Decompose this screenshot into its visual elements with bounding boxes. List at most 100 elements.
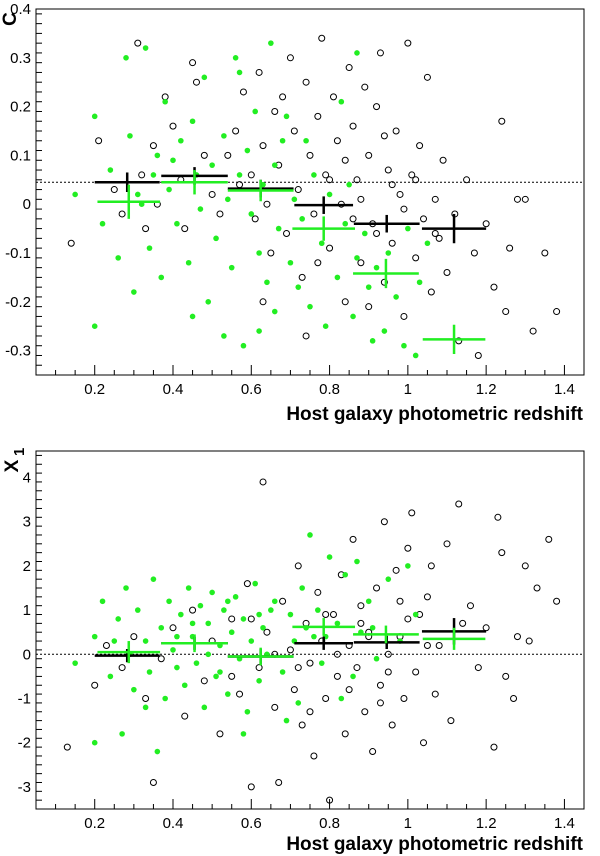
data-point-open <box>431 229 439 237</box>
axis-ticks: 0.2 0.4 0.6 0.8 1 1.2 1.4 -3 -2 -1 0 1 2 3 4 <box>18 454 575 832</box>
data-point-open <box>521 562 529 570</box>
data-point-filled <box>334 620 341 627</box>
data-point-open <box>380 278 388 286</box>
data-point-open <box>208 190 216 198</box>
data-point-open <box>392 566 400 574</box>
data-point-filled <box>174 633 180 640</box>
data-point-open <box>271 107 279 115</box>
x-tick-label: 0.4 <box>163 381 184 398</box>
data-point-filled <box>338 695 345 702</box>
data-point-filled <box>283 113 290 120</box>
data-point-filled <box>189 620 196 627</box>
data-point-open <box>341 730 349 738</box>
binned-mean-marker <box>97 184 161 219</box>
data-point-open <box>384 650 392 658</box>
data-point-open <box>349 215 357 223</box>
binned-mean-marker <box>353 258 419 289</box>
data-point-filled <box>264 279 270 286</box>
binned-mean-marker <box>422 627 486 650</box>
data-point-open <box>259 142 267 150</box>
data-point-filled <box>279 669 286 675</box>
binned-mean-marker <box>353 625 419 644</box>
data-point-filled <box>119 731 125 737</box>
data-point-filled <box>209 589 215 596</box>
data-point-open <box>427 288 435 296</box>
data-point-filled <box>342 571 349 578</box>
data-point-open <box>157 655 165 663</box>
data-point-open <box>357 195 365 203</box>
data-point-open <box>513 633 521 641</box>
x-tick-label: 0.8 <box>319 815 340 832</box>
data-point-open <box>302 78 310 86</box>
x-tick-label: 0.2 <box>84 381 105 398</box>
data-point-open <box>228 615 236 623</box>
x-tick-label: 1.2 <box>476 815 497 832</box>
data-point-open <box>267 249 275 257</box>
data-point-open <box>216 210 224 218</box>
data-point-filled <box>189 118 196 125</box>
y-axis-label-group: X 1 <box>2 448 28 473</box>
data-point-open <box>149 142 157 150</box>
data-point-filled <box>197 602 204 609</box>
y-tick-label: -0.2 <box>5 294 31 311</box>
data-point-filled <box>158 274 165 281</box>
data-point-open <box>447 717 455 725</box>
data-point-open <box>349 535 357 543</box>
data-point-open <box>314 112 322 120</box>
binned-mean-marker <box>94 172 160 192</box>
data-point-open <box>192 78 200 86</box>
data-point-open <box>314 259 322 267</box>
data-point-open <box>333 672 341 680</box>
data-point-open <box>236 181 244 189</box>
data-point-open <box>247 171 255 179</box>
data-point-filled <box>275 225 282 232</box>
data-point-open <box>404 39 412 47</box>
binned-mean-marker <box>292 216 356 241</box>
data-point-open <box>294 186 302 194</box>
data-point-filled <box>252 108 258 115</box>
binned-mean-marker <box>97 641 161 664</box>
binned-mean-marker <box>294 196 354 214</box>
data-point-open <box>533 584 541 592</box>
data-point-open <box>376 699 384 707</box>
data-point-open <box>361 83 369 91</box>
data-point-open <box>510 695 518 703</box>
data-point-open <box>494 513 502 521</box>
data-point-filled <box>244 147 251 154</box>
data-point-open <box>463 176 471 184</box>
data-point-open <box>118 210 126 218</box>
binned-means <box>94 618 487 666</box>
data-point-open <box>408 509 416 517</box>
data-point-open <box>259 478 267 486</box>
panel-colour: 0.2 0.4 0.6 0.8 1 1.2 1.4 -0.3 -0.2 -0.1 0 0.1 0.2 0.… <box>0 1 585 425</box>
data-point-open <box>482 220 490 228</box>
y-axis-label-subscript: 1 <box>11 448 28 456</box>
data-point-open <box>529 327 537 335</box>
data-point-filled <box>201 704 208 711</box>
data-point-filled <box>307 303 313 310</box>
data-point-filled <box>365 284 372 290</box>
data-point-open <box>239 88 247 96</box>
data-point-filled <box>115 255 121 261</box>
data-point-open <box>392 127 400 135</box>
data-point-open <box>314 588 322 596</box>
data-point-open <box>541 249 549 257</box>
data-point-filled <box>123 585 129 591</box>
data-point-filled <box>295 700 302 706</box>
x-tick-label: 1.4 <box>554 381 575 398</box>
data-point-open <box>255 664 263 672</box>
data-point-open <box>400 312 408 320</box>
data-point-filled <box>393 294 399 300</box>
data-point-open <box>365 151 373 159</box>
data-point-open <box>306 708 314 716</box>
data-point-open <box>102 641 110 649</box>
data-point-filled <box>315 607 321 613</box>
data-point-filled <box>99 598 106 605</box>
data-point-filled <box>416 279 423 286</box>
data-point-open <box>412 254 420 262</box>
data-point-open <box>259 298 267 306</box>
data-point-open <box>216 730 224 738</box>
data-point-filled <box>154 152 161 159</box>
x-tick-label: 1.4 <box>554 815 575 832</box>
data-point-filled <box>369 624 376 631</box>
